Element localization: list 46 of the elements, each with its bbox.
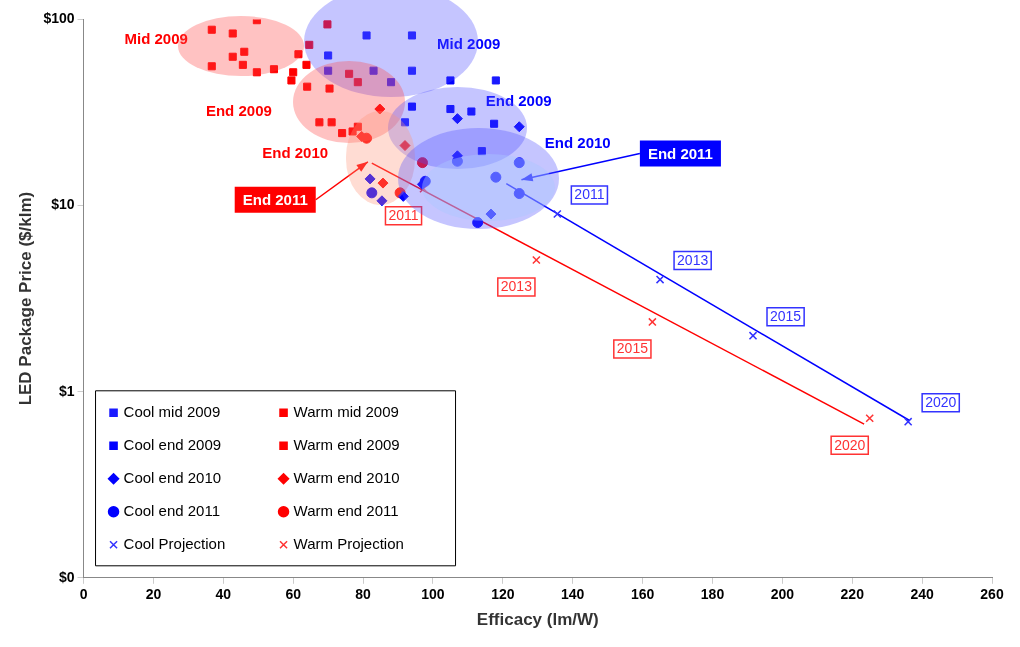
legend-label: Cool mid 2009	[123, 402, 221, 420]
x-tick-label: 80	[355, 586, 372, 603]
annotation: 2020	[925, 394, 957, 411]
x-tick-label: 120	[491, 586, 515, 603]
annotation: End 2010	[262, 143, 329, 161]
x-axis-title: Efficacy (lm/W)	[476, 610, 599, 630]
x-tick-label: 140	[561, 586, 585, 603]
x-tick-label: 60	[285, 586, 302, 603]
annotation: End 2010	[544, 134, 611, 152]
legend-label: Warm mid 2009	[293, 402, 399, 420]
x-tick-label: 40	[215, 586, 232, 603]
y-tick-label: $0	[58, 568, 75, 585]
annotation: Mid 2009	[124, 29, 188, 47]
legend-label: Cool end 2010	[123, 468, 222, 486]
x-tick-label: 100	[421, 586, 445, 603]
y-tick-label: $1	[58, 382, 75, 399]
annotation: 2011	[574, 186, 605, 203]
y-tick-label: $10	[51, 196, 75, 213]
annotation: End 2011	[647, 144, 713, 162]
annotation: 2013	[500, 278, 533, 295]
annotation: End 2009	[205, 102, 272, 120]
legend-label: Cool Projection	[123, 534, 226, 552]
x-tick-label: 240	[910, 586, 935, 603]
x-tick-label: 0	[79, 586, 88, 603]
x-tick-label: 20	[145, 586, 162, 603]
annotation: 2015	[616, 340, 649, 357]
legend-label: Warm end 2010	[293, 468, 400, 486]
y-axis-title: LED Package Price ($/klm)	[15, 191, 35, 406]
legend-label: Warm end 2009	[293, 435, 400, 453]
annotation: 2011	[388, 207, 419, 224]
annotation: End 2009	[485, 92, 552, 110]
legend-label: Cool end 2009	[123, 435, 222, 453]
annotation: End 2011	[242, 190, 308, 208]
x-tick-label: 160	[630, 586, 655, 603]
legend-label: Warm Projection	[293, 534, 404, 552]
x-tick-label: 260	[980, 586, 1004, 603]
x-tick-label: 200	[770, 586, 795, 603]
annotation: 2020	[834, 436, 866, 453]
y-tick-label: $100	[43, 10, 75, 27]
annotation: 2013	[677, 251, 709, 268]
annotation: Mid 2009	[437, 35, 501, 53]
x-tick-label: 180	[700, 586, 725, 603]
annotation: 2015	[770, 307, 802, 324]
x-tick-label: 220	[840, 586, 865, 603]
legend-label: Warm end 2011	[293, 501, 399, 519]
legend-label: Cool end 2011	[123, 501, 221, 519]
